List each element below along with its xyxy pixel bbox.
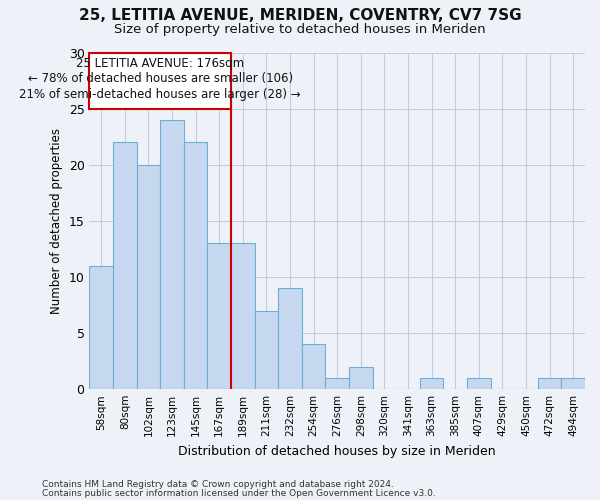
Bar: [562, 378, 585, 389]
Bar: [467, 378, 491, 389]
Bar: [231, 244, 254, 389]
Bar: [184, 142, 208, 389]
Bar: [349, 366, 373, 389]
Text: ← 78% of detached houses are smaller (106): ← 78% of detached houses are smaller (10…: [28, 72, 293, 85]
Text: 25 LETITIA AVENUE: 176sqm: 25 LETITIA AVENUE: 176sqm: [76, 57, 244, 70]
Text: Size of property relative to detached houses in Meriden: Size of property relative to detached ho…: [114, 22, 486, 36]
X-axis label: Distribution of detached houses by size in Meriden: Distribution of detached houses by size …: [178, 444, 496, 458]
Bar: [113, 142, 137, 389]
Bar: [254, 310, 278, 389]
Bar: [160, 120, 184, 389]
Bar: [278, 288, 302, 389]
Text: 25, LETITIA AVENUE, MERIDEN, COVENTRY, CV7 7SG: 25, LETITIA AVENUE, MERIDEN, COVENTRY, C…: [79, 8, 521, 22]
Bar: [89, 266, 113, 389]
FancyBboxPatch shape: [89, 52, 231, 108]
Bar: [538, 378, 562, 389]
Bar: [302, 344, 325, 389]
Y-axis label: Number of detached properties: Number of detached properties: [50, 128, 63, 314]
Text: Contains public sector information licensed under the Open Government Licence v3: Contains public sector information licen…: [42, 488, 436, 498]
Bar: [137, 164, 160, 389]
Bar: [420, 378, 443, 389]
Bar: [208, 244, 231, 389]
Text: 21% of semi-detached houses are larger (28) →: 21% of semi-detached houses are larger (…: [19, 88, 301, 101]
Text: Contains HM Land Registry data © Crown copyright and database right 2024.: Contains HM Land Registry data © Crown c…: [42, 480, 394, 489]
Bar: [325, 378, 349, 389]
